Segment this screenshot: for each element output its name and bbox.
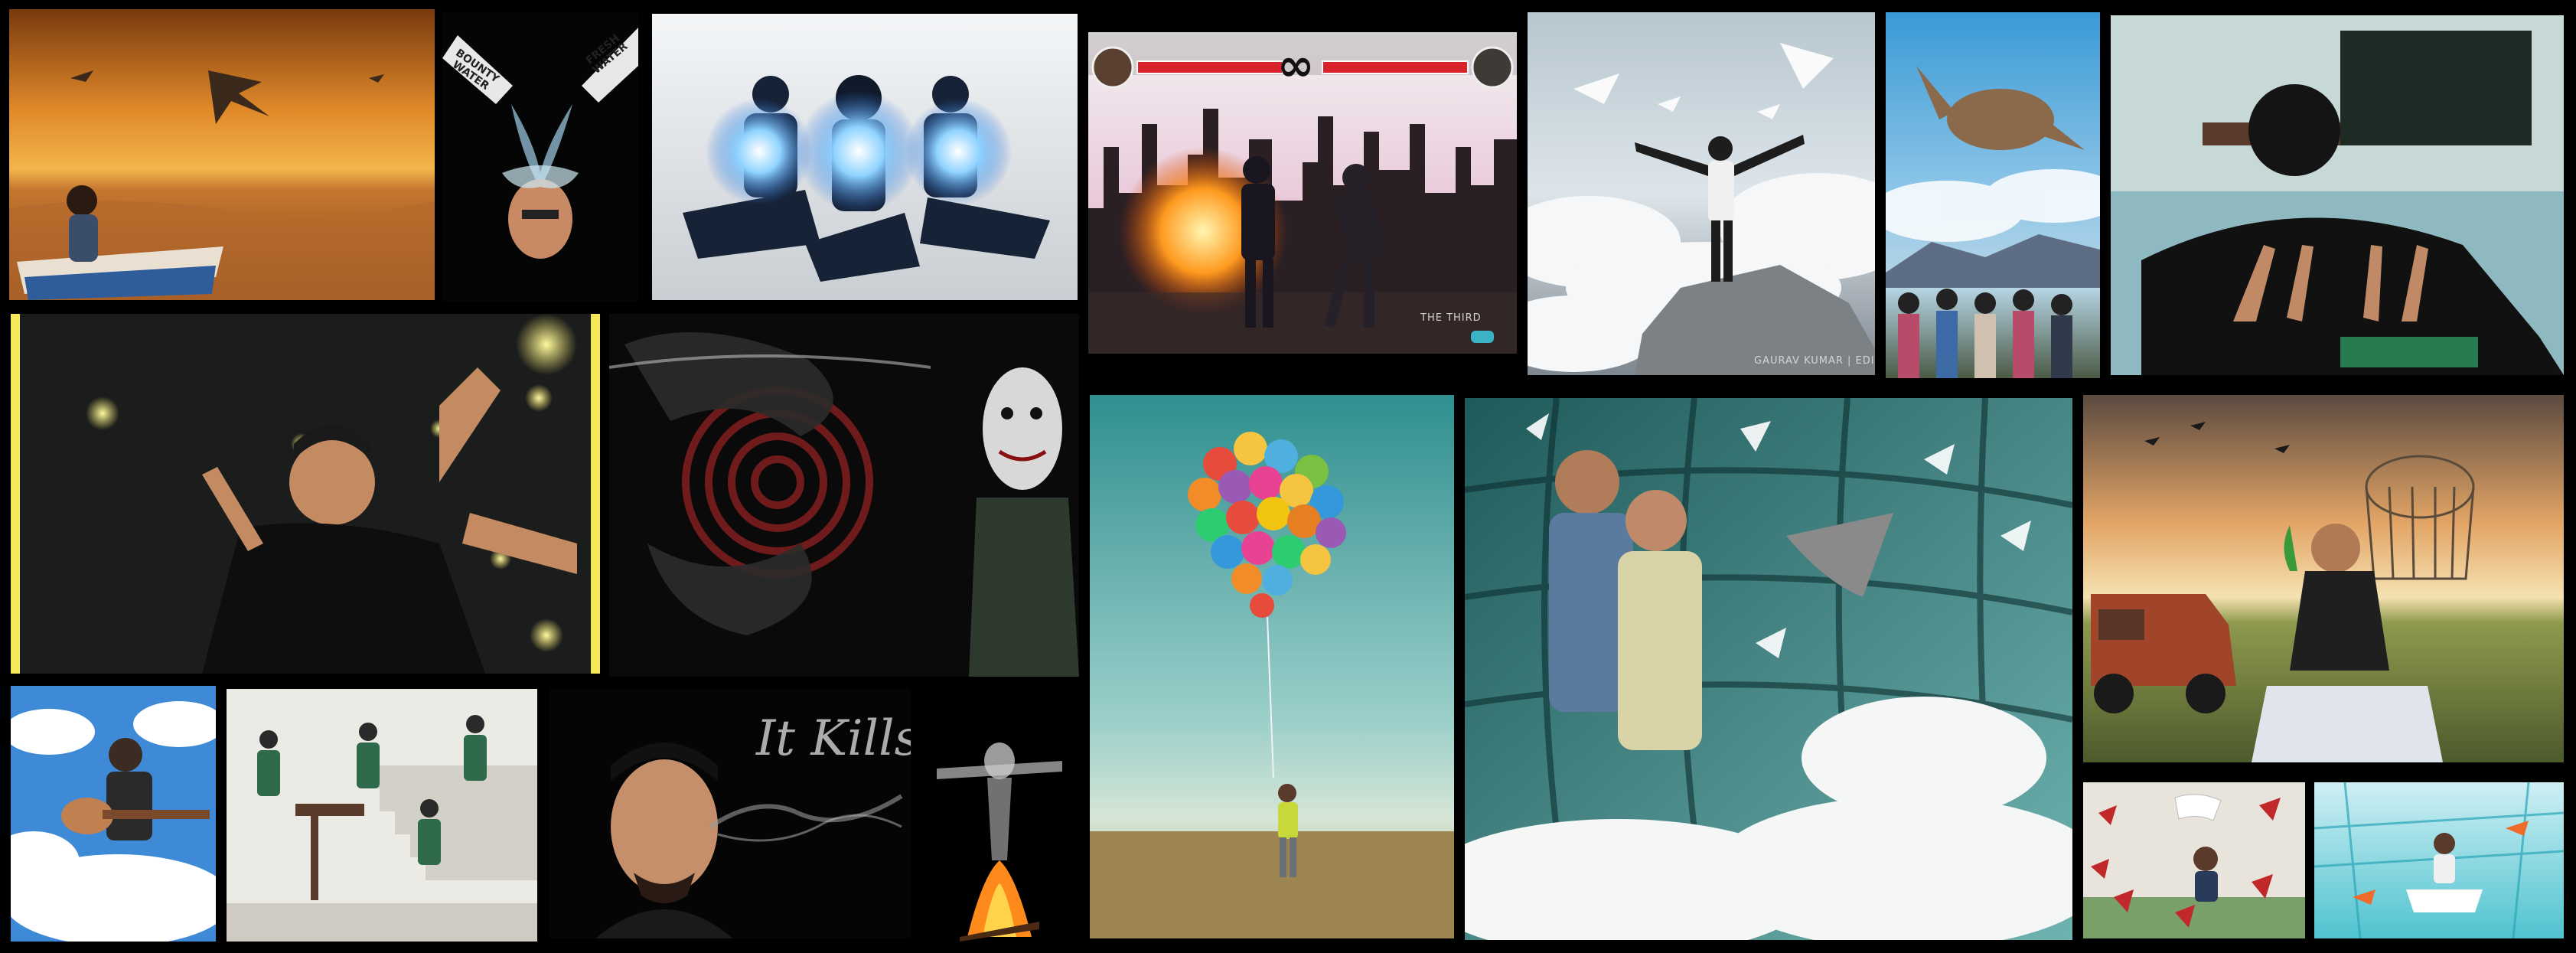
balloons-field-photo (1090, 395, 1454, 938)
clouds-doves-photo: GAURAV KUMAR | EDIT (1528, 12, 1875, 375)
fireflies-photo (11, 314, 600, 674)
desert-kites-photo (9, 9, 435, 300)
fishbowl-photo (2314, 782, 2564, 938)
hands-gesture-photo (2111, 15, 2564, 375)
stairs-clones-photo (227, 689, 537, 942)
fighting-game-photo: ∞ THE THIRD (1088, 32, 1517, 354)
smoke-script-photo: It Kills (549, 689, 911, 938)
game-corner-text: THE THIRD (1420, 312, 1482, 324)
photographer-caption: GAURAV KUMAR | EDIT (1754, 355, 1875, 367)
glowing-orbs-clones-photo (652, 14, 1078, 300)
dark-spiral-photo (609, 314, 1079, 677)
it-kills-script-text: It Kills (756, 710, 911, 767)
bottle-pour-photo: BOUNTY WATER FRESH WATER (442, 12, 638, 302)
birdcage-sunset-photo (2083, 395, 2564, 762)
red-leaves-photo (2083, 782, 2305, 938)
fire-figure-photo (921, 707, 1078, 942)
vs-infinity-symbol: ∞ (1277, 39, 1315, 91)
feathers-couple-photo (1465, 398, 2072, 940)
turtle-sky-photo (1886, 12, 2100, 378)
guitar-clouds-photo (11, 686, 216, 942)
